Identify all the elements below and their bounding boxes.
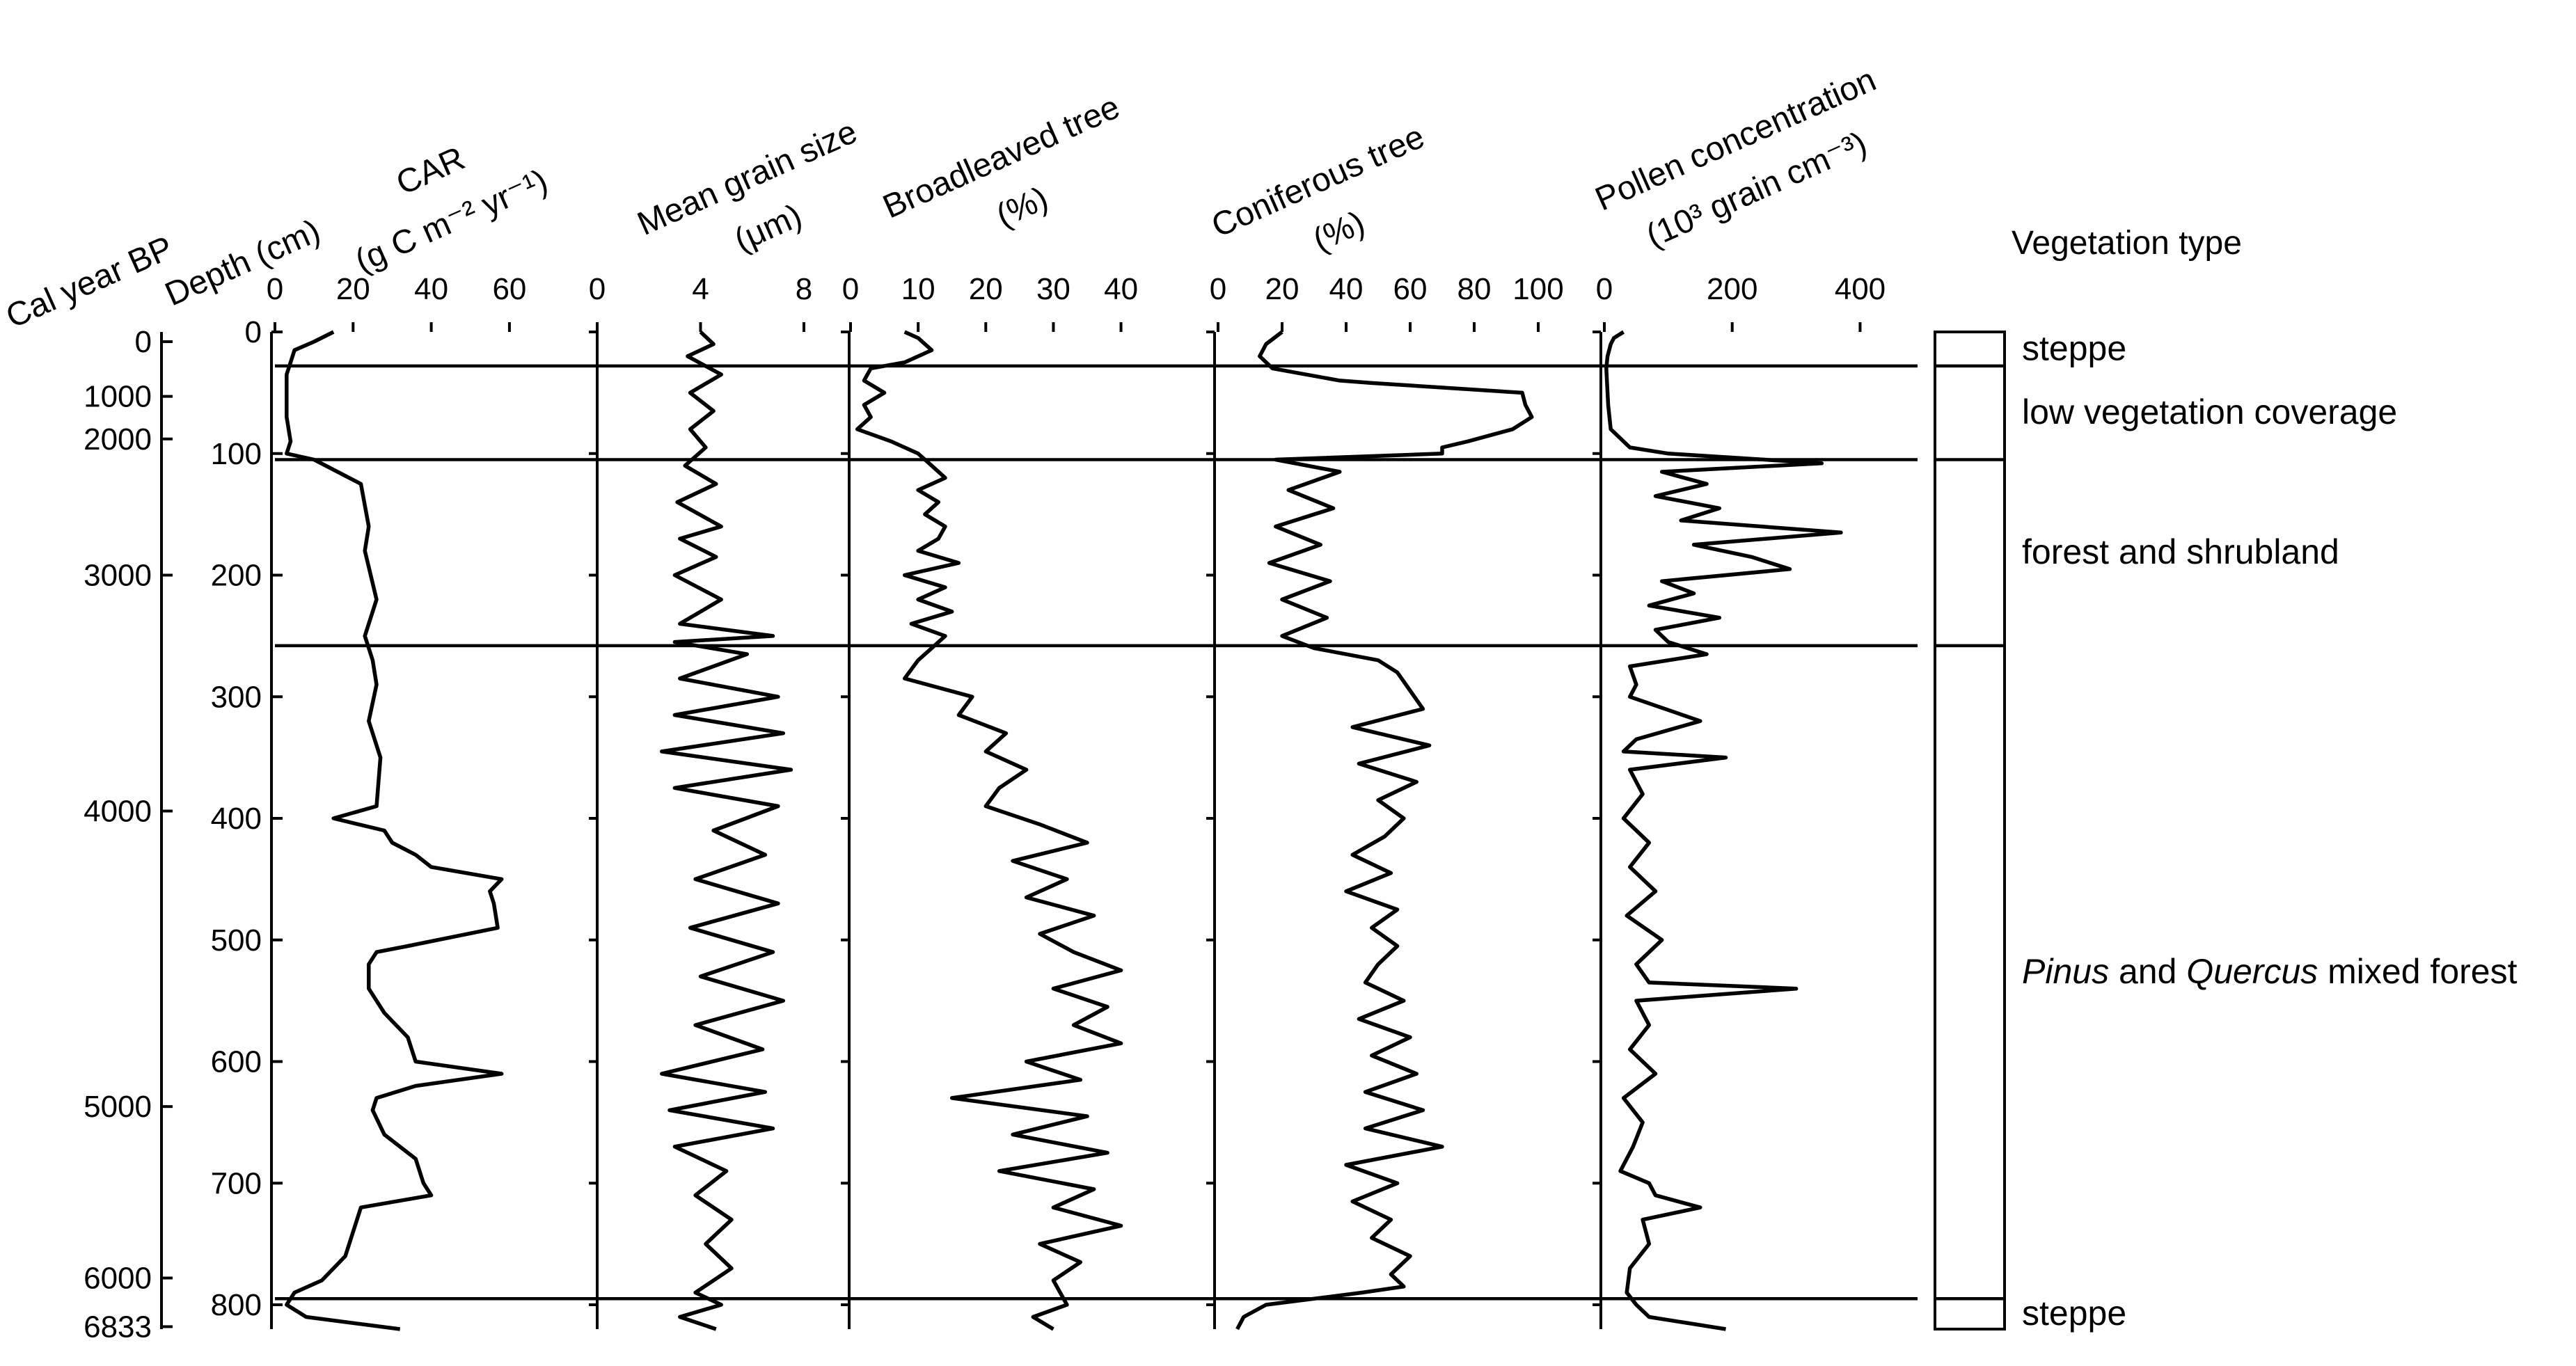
zone-label-part: and (2109, 952, 2186, 991)
depth-tick-label: 400 (211, 802, 262, 836)
panel-unit: (%) (991, 180, 1054, 235)
x-tick-label: 10 (901, 272, 935, 306)
panel-unit: (μm) (729, 197, 807, 259)
zone-label: steppe (2022, 328, 2126, 367)
depth-tick-label: 300 (211, 680, 262, 714)
x-tick-label: 400 (1835, 272, 1886, 306)
panel-unit: (%) (1308, 204, 1370, 259)
depth-axis: Depth (cm)0 100 200 300 400 500 600 700 800 (159, 212, 326, 1329)
series-line-mean-grain-size (660, 330, 793, 1331)
zone-label-part: Pinus (2022, 952, 2109, 991)
x-tick-label: 0 (842, 272, 859, 306)
x-tick-label: 80 (1457, 272, 1492, 306)
x-tick-label: 40 (1329, 272, 1364, 306)
depth-tick-label: 200 (211, 559, 262, 593)
age-tick-label: 6000 (84, 1262, 152, 1296)
age-tick-label: 1000 (84, 380, 152, 414)
age-axis-title: Cal year BP (1, 230, 179, 336)
x-tick-label: 20 (969, 272, 1003, 306)
zone-label: low vegetation coverage (2022, 392, 2397, 431)
zone-label-part: mixed forest (2318, 952, 2517, 991)
x-tick-label: 60 (1393, 272, 1428, 306)
zone-label: steppe (2022, 1294, 2126, 1333)
x-tick-label: 20 (1265, 272, 1299, 306)
age-tick-label: 4000 (84, 795, 152, 829)
depth-tick-label: 700 (211, 1166, 262, 1200)
depth-tick-label: 600 (211, 1045, 262, 1079)
depth-tick-label: 0 (245, 315, 262, 349)
x-tick-label: 200 (1707, 272, 1757, 306)
x-tick-label: 8 (796, 272, 812, 306)
age-tick-label: 2000 (84, 422, 152, 456)
vegetation-title: Vegetation type (2012, 225, 2242, 262)
depth-axis-title: Depth (cm) (159, 212, 325, 313)
x-tick-label: 4 (692, 272, 709, 306)
zone-label: Pinus and Quercus mixed forest (2022, 952, 2518, 991)
x-tick-label: 30 (1036, 272, 1070, 306)
series-line-car (285, 330, 504, 1331)
x-tick-label: 0 (1596, 272, 1613, 306)
age-tick-label: 3000 (84, 559, 152, 593)
age-tick-label: 5000 (84, 1090, 152, 1124)
x-tick-label: 60 (492, 272, 526, 306)
panel-title: CAR (391, 140, 471, 202)
series-line-pollen-concentration (1604, 330, 1843, 1331)
vegetation-box (1934, 331, 2006, 1331)
age-tick-label: 6833 (84, 1310, 152, 1344)
series-line-coniferous-tree (1235, 330, 1534, 1331)
x-tick-label: 100 (1512, 272, 1563, 306)
x-tick-label: 0 (589, 272, 606, 306)
series-line-broadleaved-tree (855, 330, 1123, 1331)
x-tick-label: 0 (1210, 272, 1226, 306)
x-tick-label: 0 (267, 272, 283, 306)
depth-tick-label: 100 (211, 437, 262, 471)
zone-boundary-lines (275, 364, 1918, 1301)
age-tick-label: 0 (135, 325, 152, 359)
zone-label-part: Quercus (2186, 952, 2318, 991)
x-tick-label: 40 (414, 272, 448, 306)
depth-tick-label: 800 (211, 1288, 262, 1322)
x-tick-label: 20 (336, 272, 370, 306)
x-tick-label: 40 (1104, 272, 1138, 306)
age-axis: Cal year BP0 1000 2000 3000 4000 5000 6000 6833 (1, 230, 179, 1344)
depth-tick-label: 500 (211, 923, 262, 958)
vegetation-column: Vegetation type steppe low vegetation cove… (1934, 225, 2518, 1333)
zone-label: forest and shrubland (2022, 532, 2339, 571)
